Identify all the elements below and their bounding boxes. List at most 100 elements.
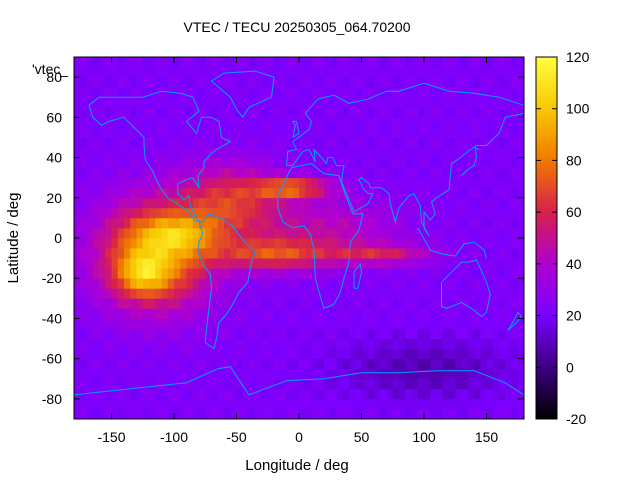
heatmap-cell	[511, 87, 519, 98]
heatmap-cell	[192, 117, 200, 128]
heatmap-cell	[442, 197, 450, 209]
heatmap-cell	[224, 408, 231, 420]
heatmap-cell	[130, 278, 137, 289]
heatmap-cell	[267, 187, 275, 199]
heatmap-cell	[274, 388, 281, 400]
heatmap-cell	[124, 268, 131, 279]
heatmap-cell	[224, 157, 231, 169]
heatmap-cell	[311, 338, 319, 350]
heatmap-cell	[349, 167, 356, 179]
heatmap-cell	[211, 278, 219, 289]
heatmap-cell	[311, 278, 319, 289]
heatmap-cell	[99, 177, 106, 189]
heatmap-cell	[242, 97, 250, 108]
heatmap-cell	[492, 348, 500, 360]
heatmap-cell	[155, 408, 162, 420]
heatmap-cell	[280, 137, 287, 148]
heatmap-cell	[317, 187, 325, 199]
heatmap-cell	[86, 117, 94, 128]
heatmap-cell	[136, 207, 144, 219]
heatmap-cell	[124, 338, 131, 350]
heatmap-cell	[392, 238, 400, 249]
heatmap-cell	[261, 378, 269, 390]
heatmap-cell	[467, 258, 475, 269]
heatmap-cell	[292, 248, 300, 259]
heatmap-cell	[436, 378, 444, 390]
heatmap-cell	[374, 408, 381, 420]
heatmap-cell	[430, 57, 437, 68]
heatmap-cell	[130, 368, 137, 380]
heatmap-cell	[299, 107, 306, 118]
heatmap-cell	[411, 408, 419, 420]
coastline-asia-south	[286, 112, 525, 237]
heatmap-cell	[280, 248, 287, 259]
heatmap-cell	[461, 57, 469, 68]
heatmap-cell	[99, 207, 106, 219]
heatmap-cell	[499, 398, 506, 410]
heatmap-cell	[499, 298, 506, 309]
heatmap-cell	[461, 67, 469, 78]
heatmap-cell	[230, 87, 237, 98]
heatmap-cell	[467, 107, 475, 118]
heatmap-cell	[399, 268, 406, 279]
heatmap-cell	[99, 368, 106, 380]
heatmap-cell	[361, 117, 369, 128]
heatmap-cell	[117, 378, 125, 390]
heatmap-cell	[442, 187, 450, 199]
heatmap-cell	[492, 278, 500, 289]
heatmap-cell	[492, 298, 500, 309]
heatmap-cell	[80, 227, 87, 239]
heatmap-cell	[249, 197, 256, 209]
heatmap-cell	[224, 77, 231, 88]
heatmap-cell	[361, 57, 369, 68]
heatmap-cell	[361, 348, 369, 360]
heatmap-cell	[261, 177, 269, 189]
heatmap-cell	[430, 227, 437, 239]
heatmap-cell	[455, 338, 462, 350]
heatmap-cell	[267, 207, 275, 219]
heatmap-cell	[336, 298, 344, 309]
heatmap-cell	[311, 398, 319, 410]
heatmap-cell	[305, 107, 312, 118]
heatmap-cell	[105, 217, 112, 229]
heatmap-cell	[336, 197, 344, 209]
heatmap-cell	[167, 308, 175, 319]
heatmap-cell	[124, 157, 131, 169]
heatmap-cell	[461, 278, 469, 289]
heatmap-cell	[411, 217, 419, 229]
heatmap-cell	[349, 288, 356, 299]
heatmap-cell	[330, 217, 337, 229]
heatmap-cell	[111, 107, 119, 118]
heatmap-cell	[330, 378, 337, 390]
heatmap-cell	[386, 217, 394, 229]
heatmap-cell	[236, 97, 244, 108]
heatmap-cell	[142, 258, 150, 269]
heatmap-cell	[174, 278, 181, 289]
heatmap-cell	[80, 348, 87, 360]
heatmap-cell	[99, 137, 106, 148]
heatmap-cell	[386, 97, 394, 108]
heatmap-cell	[367, 368, 375, 380]
heatmap-cell	[505, 408, 512, 420]
heatmap-cell	[399, 298, 406, 309]
heatmap-cell	[511, 67, 519, 78]
heatmap-cell	[267, 288, 275, 299]
heatmap-cell	[467, 278, 475, 289]
heatmap-cell	[186, 338, 194, 350]
heatmap-cell	[149, 308, 156, 319]
heatmap-cell	[142, 167, 150, 179]
heatmap-cell	[324, 348, 331, 360]
heatmap-cell	[492, 177, 500, 189]
heatmap-cell	[511, 217, 519, 229]
heatmap-cell	[205, 318, 212, 329]
heatmap-cell	[130, 328, 137, 339]
heatmap-cell	[436, 348, 444, 360]
heatmap-cell	[374, 358, 381, 370]
heatmap-cell	[74, 127, 81, 138]
heatmap-cell	[130, 378, 137, 390]
heatmap-cell	[167, 67, 175, 78]
heatmap-cell	[161, 167, 169, 179]
heatmap-cell	[442, 227, 450, 239]
heatmap-cell	[336, 338, 344, 350]
heatmap-cell	[192, 258, 200, 269]
